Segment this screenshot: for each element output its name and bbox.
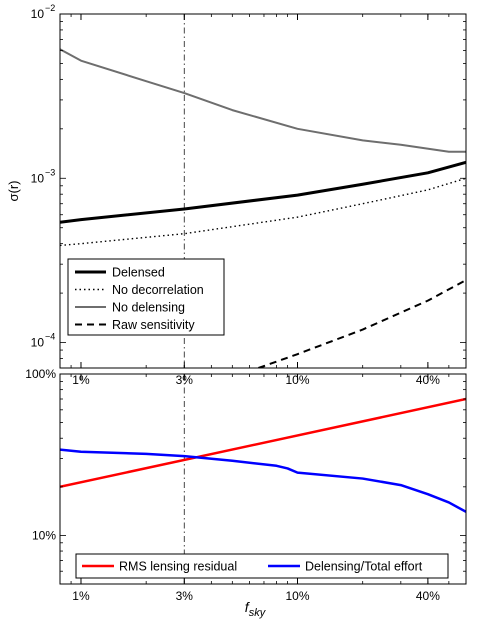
y-tick-exponent: −3	[45, 167, 55, 177]
y-tick-label: 10	[31, 7, 45, 21]
legend-label: Delensed	[112, 266, 165, 280]
series-line-rms-lensing-residual	[60, 397, 466, 489]
series-line-no-delensing	[60, 48, 466, 153]
y-tick-exponent: −4	[45, 332, 55, 342]
legend-label: Raw sensitivity	[112, 318, 195, 332]
series-line-delensing-total-effort	[60, 448, 466, 513]
axes-frame	[59, 373, 467, 585]
series-line-no-decorrelation	[60, 177, 466, 247]
y-tick-label: 10	[31, 171, 45, 185]
legend-label: No delensing	[112, 301, 185, 315]
y-axis-label: σ(r)	[6, 180, 21, 201]
bottom-chart-panel: 1% 3% 10% 40% 10% 100% fsky RMS lensing residua…	[25, 367, 467, 619]
x-tick-label: 1%	[72, 589, 90, 603]
series-line-delensed	[60, 160, 466, 224]
legend-label: No decorrelation	[112, 283, 204, 297]
y-tick-label: 100%	[25, 367, 56, 381]
legend-label: RMS lensing residual	[119, 560, 237, 574]
x-axis-label: fsky	[245, 599, 267, 619]
x-tick-label: 10%	[285, 589, 309, 603]
legend	[75, 553, 449, 579]
y-tick-label: 10	[31, 336, 45, 350]
series-line-raw-sensitivity	[258, 279, 466, 368]
y-tick-exponent: −2	[45, 3, 55, 13]
axes-frame	[59, 13, 467, 369]
y-tick-label: 10%	[32, 528, 56, 542]
legend-label: Delensing/Total effort	[305, 560, 423, 574]
x-tick-label: 3%	[176, 589, 194, 603]
x-tick-label: 40%	[416, 589, 440, 603]
